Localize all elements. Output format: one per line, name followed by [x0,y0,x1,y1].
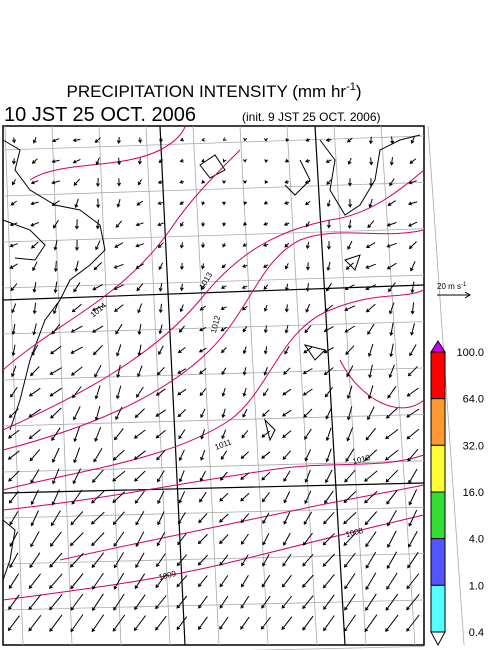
grid-line [2,135,425,151]
scale-label: 20 m s-1 [437,282,467,291]
grid-line [427,125,465,646]
colorbar-label: 100.0 [456,347,484,359]
valid-time: 10 JST 25 OCT. 2006 [4,104,196,126]
colorbar-label: 32.0 [463,440,484,452]
colorbar-label: 4.0 [469,534,484,546]
grid-line [248,646,425,650]
major-grid [2,125,425,646]
colorbar: 100.0 64.0 32.0 16.0 4.0 1.0 0.4 [430,340,484,647]
grid-line [145,125,171,646]
scale-text: 20 m s [437,282,461,291]
colorbar-segment [430,398,446,446]
isobars [2,125,425,601]
grid-line [2,414,425,427]
colorbar-segment [430,538,446,586]
wind-arrows [7,136,420,633]
grid-line [4,125,24,646]
colorbar-segment [430,584,446,633]
scale-arrow [437,291,471,299]
grid-line [333,125,367,646]
title: PRECIPITATION INTENSITY (mm hr-1) [66,81,361,101]
grid-line [2,274,425,289]
scale-exponent: -1 [461,282,467,288]
grid-line [2,599,425,611]
colorbar-bottom [430,631,446,647]
colorbar-segment [430,444,446,493]
grid-line [2,460,425,473]
grid-line [2,506,425,519]
title-text: PRECIPITATION INTENSITY (mm hr [66,82,346,101]
grid-line [2,367,425,381]
title-exponent: -1 [346,81,356,93]
title-close: ) [356,82,362,101]
grid-line [380,125,416,646]
grid-line [98,125,122,646]
colorbar-label: 64.0 [463,394,484,406]
grid-line [2,182,425,197]
colorbar-label: 1.0 [469,580,484,592]
grid-line [2,228,425,243]
colorbar-segment [430,491,446,540]
grid-line [239,125,269,646]
grid-line [192,125,220,646]
colorbar-label: 16.0 [463,487,484,499]
colorbar-segment [430,351,446,400]
coastline [2,134,421,581]
init-time: (init. 9 JST 25 OCT. 2006) [242,110,381,124]
grid-line [286,125,318,646]
colorbar-label: 0.4 [469,627,484,639]
